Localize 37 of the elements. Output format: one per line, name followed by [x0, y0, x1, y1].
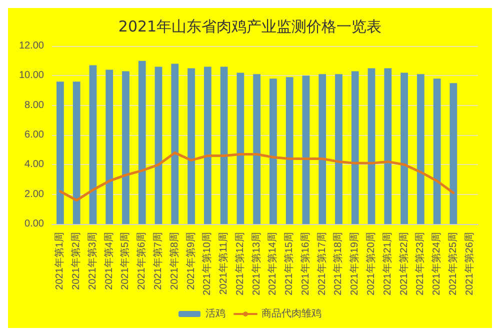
- y-tick-label: 4.00: [24, 159, 44, 170]
- x-tick-label: 2021年第16周: [299, 232, 312, 296]
- x-tick-label: 2021年第4周: [102, 232, 115, 290]
- x-tick-label: 2021年第12周: [234, 232, 246, 296]
- x-tick-label: 2021年第23周: [414, 232, 426, 296]
- y-tick-label: 10.00: [18, 70, 44, 82]
- x-tick-label: 2021年第22周: [398, 232, 410, 296]
- x-tick-label: 2021年第3周: [86, 232, 98, 290]
- x-tick-label: 2021年第20周: [365, 232, 377, 296]
- x-tick-label: 2021年第13周: [250, 232, 262, 296]
- x-tick-label: 2021年第7周: [152, 232, 164, 290]
- x-tick-label: 2021年第18周: [332, 232, 344, 296]
- x-tick-label: 2021年第17周: [316, 232, 328, 296]
- x-tick-label: 2021年第2周: [70, 232, 82, 290]
- x-tick-label: 2021年第6周: [136, 232, 148, 290]
- line-series: [58, 152, 455, 202]
- y-tick-label: 6.00: [24, 130, 44, 140]
- x-tick-label: 2021年第14周: [266, 232, 279, 296]
- chart-title: 2021年山东省肉鸡产业监测价格一览表: [118, 18, 382, 36]
- y-tick-label: 8.00: [24, 100, 44, 111]
- x-tick-label: 2021年第26周: [463, 232, 476, 296]
- x-tick-label: 2021年第10周: [201, 232, 214, 296]
- x-tick-label: 2021年第9周: [184, 232, 197, 290]
- x-tick-label: 2021年第1周: [54, 232, 66, 290]
- y-tick-label: 0.00: [24, 218, 44, 230]
- x-tick-label: 2021年第5周: [119, 232, 132, 290]
- x-tick-label: 2021年第11周: [218, 232, 230, 295]
- x-tick-label: 2021年第19周: [348, 232, 361, 296]
- legend-label: 商品代肉雏鸡: [262, 308, 322, 320]
- x-tick-label: 2021年第15周: [283, 232, 296, 296]
- x-tick-label: 2021年第24周: [430, 232, 443, 296]
- y-tick-label: 12.00: [18, 40, 44, 52]
- legend-label: 活鸡: [206, 308, 226, 320]
- x-tick-label: 2021年第8周: [168, 232, 180, 290]
- x-tick-label: 2021年第25周: [446, 232, 459, 296]
- x-tick-label: 2021年第21周: [381, 232, 394, 296]
- y-tick-label: 2.00: [24, 188, 44, 200]
